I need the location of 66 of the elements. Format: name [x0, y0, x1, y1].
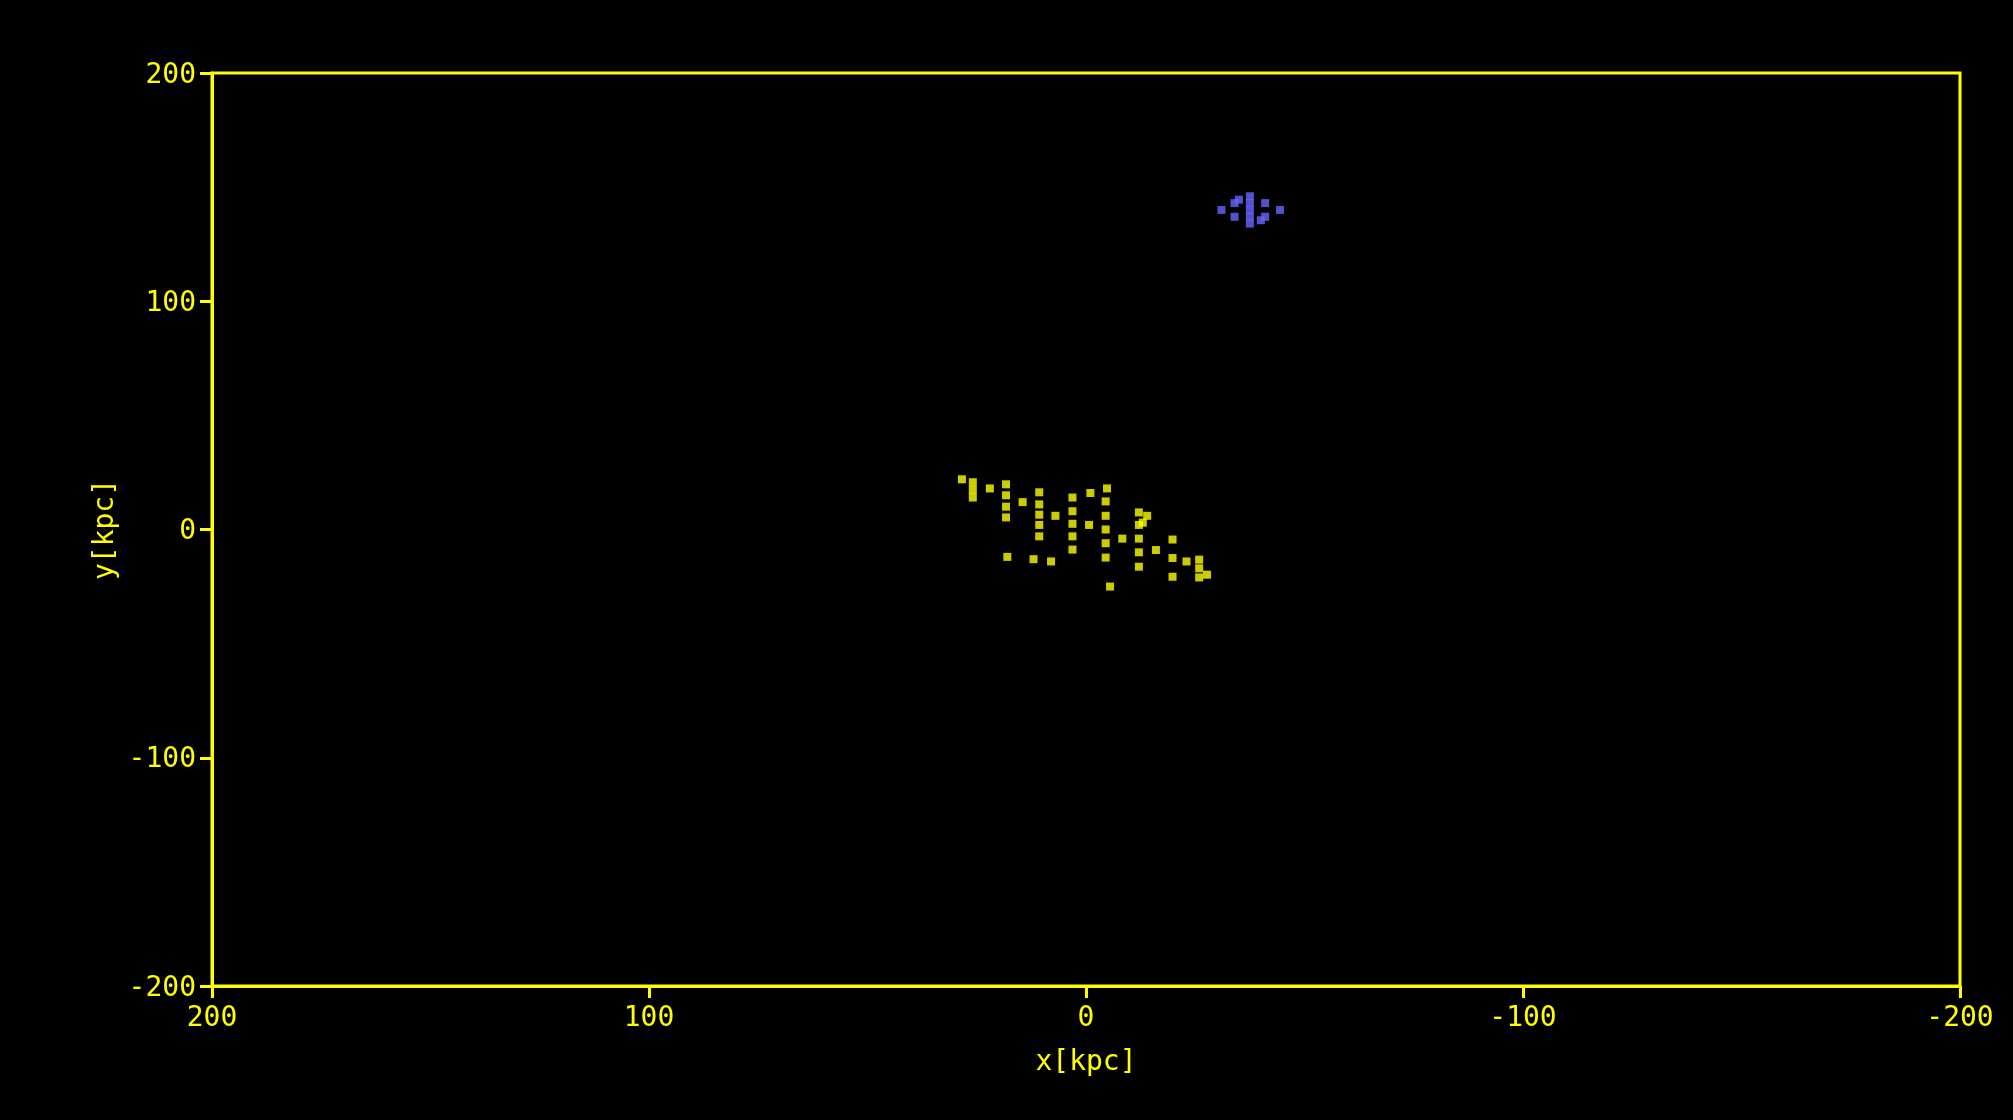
point [1002, 513, 1011, 522]
point [1245, 219, 1254, 228]
point [1261, 199, 1270, 208]
point [1168, 554, 1177, 563]
point [968, 478, 977, 487]
point [1029, 555, 1038, 564]
point [1276, 205, 1285, 214]
point [1068, 545, 1077, 554]
point [1138, 518, 1147, 527]
point [1230, 212, 1239, 221]
point [1134, 548, 1143, 557]
x-tick-label: -100 [1489, 999, 1557, 1033]
point [1195, 564, 1204, 573]
point [1068, 519, 1077, 528]
point [1086, 488, 1095, 497]
point [1068, 493, 1077, 502]
point [1035, 500, 1044, 509]
y-tick-label: 100 [145, 284, 196, 318]
point [1003, 552, 1012, 561]
x-tick-label: -200 [1926, 999, 1994, 1033]
point [1151, 546, 1160, 555]
point [1085, 520, 1094, 529]
point [1168, 535, 1177, 544]
point [1101, 539, 1110, 548]
y-tick-label: 0 [179, 513, 196, 546]
point [1035, 532, 1044, 541]
point [1068, 507, 1077, 516]
point [1047, 557, 1056, 566]
point [1068, 532, 1077, 541]
x-tick-label: 0 [1077, 999, 1095, 1033]
point [1106, 582, 1115, 591]
point [957, 475, 966, 484]
point [1035, 510, 1044, 519]
point [1143, 511, 1152, 520]
point [1134, 534, 1143, 543]
point [1101, 553, 1110, 562]
point [1035, 488, 1044, 497]
y-axis-title: y[kpc] [86, 478, 120, 581]
point [1002, 502, 1011, 511]
point [968, 486, 977, 495]
x-tick-label: 100 [623, 999, 675, 1033]
point [1101, 497, 1110, 506]
point [1101, 525, 1110, 534]
point [1018, 498, 1027, 507]
point [1101, 511, 1110, 520]
point [1195, 573, 1204, 582]
y-tick-label: 200 [145, 56, 196, 90]
point [1002, 491, 1011, 500]
point [1134, 562, 1143, 571]
point [1118, 534, 1127, 543]
x-axis-title: x[kpc] [1035, 1043, 1137, 1077]
point [1002, 480, 1011, 489]
point [1256, 216, 1265, 225]
point [1203, 570, 1212, 579]
point [1051, 511, 1060, 520]
point [968, 493, 977, 502]
point [1182, 557, 1191, 566]
point [1217, 205, 1226, 214]
point [1195, 555, 1204, 564]
point [1035, 520, 1044, 529]
point [1168, 572, 1177, 581]
point [1102, 484, 1111, 493]
point [985, 484, 994, 493]
y-tick-label: -100 [128, 741, 196, 775]
point [1134, 508, 1143, 517]
point [1234, 195, 1243, 204]
